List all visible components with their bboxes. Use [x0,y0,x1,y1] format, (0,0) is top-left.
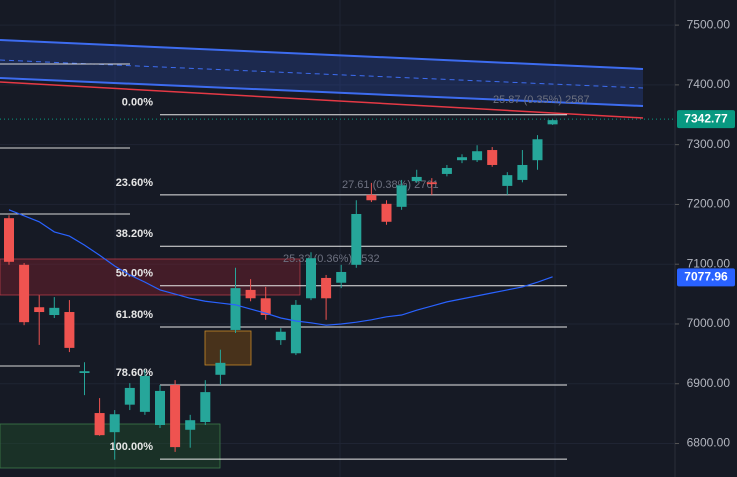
candle-body [155,390,165,425]
candle-body [487,150,498,165]
candle-body [49,307,60,316]
candle-body [351,213,362,265]
measure-label: 27.61 (0.38%) 2761 [342,179,439,191]
y-tick-label: 6900.00 [687,376,731,390]
price-badge [677,110,735,129]
candle-body [139,375,150,412]
candle-body [290,304,301,354]
channel-fill [0,40,643,106]
price-badge-label: 7077.96 [684,270,728,284]
trend-line [0,81,644,119]
order-block [204,330,252,366]
candle-body [411,176,422,182]
y-tick-label: 7000.00 [687,316,731,330]
supply-zone [0,258,301,296]
channel-lower [0,77,644,107]
candle-body [336,271,347,283]
y-tick-label: 6800.00 [687,436,731,450]
candle-body [441,167,452,174]
fib-label: 23.60% [116,177,154,189]
fib-label: 38.20% [116,228,154,240]
candle-body [275,331,286,341]
fib-label: 50.00% [116,268,154,280]
candle-body [200,392,211,423]
fib-label: 0.00% [122,97,153,109]
candle-body [94,413,105,436]
y-tick-label: 7500.00 [687,17,731,31]
candle-body [245,289,256,299]
candle-body [396,185,407,207]
candle-body [34,307,45,313]
candle-body [64,312,75,348]
candle-body [215,362,226,375]
y-tick-label: 7300.00 [687,137,731,151]
candle-body [366,194,377,201]
candle-body [502,175,513,186]
candle-body [230,288,241,330]
candle-body [170,384,181,448]
candle-body [79,371,90,373]
measure-label: 25.32 (0.36%) 2532 [283,253,380,265]
candle-body [472,151,483,161]
moving-average [8,209,553,326]
candle-body [306,258,316,299]
candle-body [124,387,135,405]
candle-body [517,164,528,180]
candle-body [260,298,271,316]
candle-body [547,120,558,125]
channel-upper [0,39,644,70]
measure-label: 25.87 (0.35%) 2587 [493,94,590,106]
candle-body [185,420,196,430]
candle-body [457,157,467,161]
candle-body [381,203,392,222]
y-tick-label: 7200.00 [687,197,731,211]
fib-label: 78.60% [116,367,154,379]
y-tick-label: 7100.00 [687,256,731,270]
fib-label: 61.80% [116,309,154,321]
fib-label: 100.00% [110,441,154,453]
candle-body [426,182,437,185]
candle-body [4,218,14,262]
candle-body [109,414,120,433]
price-badge-label: 7342.77 [684,111,728,125]
y-tick-label: 7400.00 [687,77,731,91]
price-badge [677,268,735,287]
candle-body [532,139,543,161]
candle-body [321,277,332,299]
candle-body [19,264,30,323]
